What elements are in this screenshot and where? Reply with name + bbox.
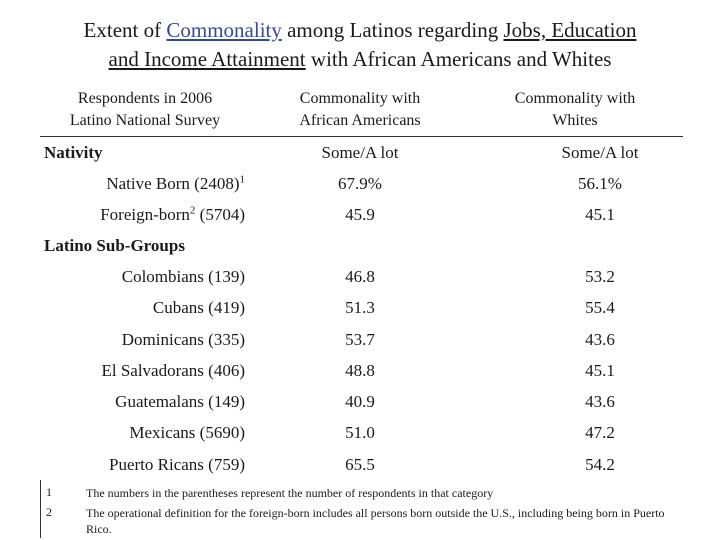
- footnote-number: 1: [46, 485, 52, 499]
- footnote-number: 2: [46, 505, 52, 519]
- header-respondents-line2: Latino National Survey: [69, 112, 221, 129]
- header-respondents-line1: Respondents in 2006: [77, 90, 213, 107]
- footnote-divider: [40, 480, 41, 538]
- cell-whites: 54.2: [585, 455, 615, 474]
- cell-african-americans: 46.8: [345, 267, 375, 286]
- cell-african-americans: 48.8: [345, 361, 375, 380]
- row-label: Mexicans (5690): [129, 423, 245, 442]
- section-nativity: Nativity: [44, 143, 103, 162]
- cell-whites: 45.1: [585, 361, 615, 380]
- header-respondents: Respondents in 2006 Latino National Surv…: [40, 88, 250, 132]
- cell-african-americans: 51.0: [345, 423, 375, 442]
- header-african-americans: Commonality with African Americans: [280, 88, 440, 132]
- cell-african-americans: 65.5: [345, 455, 375, 474]
- nativity-c2-heading: Some/A lot: [561, 143, 639, 162]
- footnote-text: The numbers in the parentheses represent…: [86, 486, 494, 500]
- title-text: with African Americans and Whites: [305, 47, 612, 71]
- header-whites: Commonality with Whites: [495, 88, 655, 132]
- cell-native-born-african-americans: 67.9%: [338, 174, 382, 193]
- header-divider: [40, 136, 683, 137]
- row-label: El Salvadorans (406): [101, 361, 245, 380]
- row-label-native-born: Native Born (2408)1: [106, 173, 245, 193]
- row-label: Puerto Ricans (759): [109, 455, 245, 474]
- header-whites-line2: Whites: [552, 112, 598, 129]
- row-label: Cubans (419): [152, 298, 245, 317]
- title-text: among Latinos regarding: [281, 18, 504, 42]
- cell-whites: 55.4: [585, 298, 615, 317]
- row-label: Guatemalans (149): [115, 392, 245, 411]
- cell-african-americans: 53.7: [345, 330, 375, 349]
- row-label-foreign-born: Foreign-born2 (5704): [100, 204, 245, 224]
- cell-foreign-born-african-americans: 45.9: [345, 205, 375, 224]
- row-label: Dominicans (335): [121, 330, 245, 349]
- cell-whites: 47.2: [585, 423, 615, 442]
- title-income-attainment: and Income Attainment: [108, 47, 306, 71]
- header-african-americans-line2: African Americans: [299, 112, 421, 129]
- title-jobs-education: Jobs, Education: [503, 18, 637, 42]
- cell-whites: 43.6: [585, 330, 615, 349]
- cell-native-born-whites: 56.1%: [578, 174, 622, 193]
- cell-african-americans: 51.3: [345, 298, 375, 317]
- section-latino-subgroups: Latino Sub-Groups: [44, 236, 185, 255]
- title-text: Extent of: [83, 18, 167, 42]
- title-commonality: Commonality: [166, 18, 282, 42]
- row-label: Colombians (139): [121, 267, 245, 286]
- cell-foreign-born-whites: 45.1: [585, 205, 615, 224]
- page-title: Extent of Commonality among Latinos rega…: [0, 16, 720, 74]
- cell-african-americans: 40.9: [345, 392, 375, 411]
- header-african-americans-line1: Commonality with: [299, 90, 421, 107]
- cell-whites: 43.6: [585, 392, 615, 411]
- cell-whites: 53.2: [585, 267, 615, 286]
- header-whites-line1: Commonality with: [514, 90, 636, 107]
- footnote-text: The operational definition for the forei…: [86, 506, 665, 536]
- nativity-c1-heading: Some/A lot: [321, 143, 399, 162]
